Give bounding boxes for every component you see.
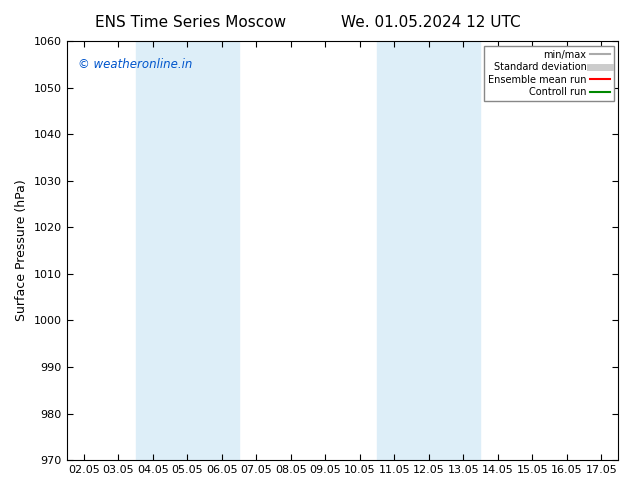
Legend: min/max, Standard deviation, Ensemble mean run, Controll run: min/max, Standard deviation, Ensemble me…: [484, 46, 614, 101]
Text: © weatheronline.in: © weatheronline.in: [77, 58, 192, 71]
Y-axis label: Surface Pressure (hPa): Surface Pressure (hPa): [15, 180, 28, 321]
Bar: [377, 41, 481, 460]
Text: We. 01.05.2024 12 UTC: We. 01.05.2024 12 UTC: [341, 15, 521, 30]
Bar: [136, 41, 239, 460]
Text: ENS Time Series Moscow: ENS Time Series Moscow: [94, 15, 286, 30]
